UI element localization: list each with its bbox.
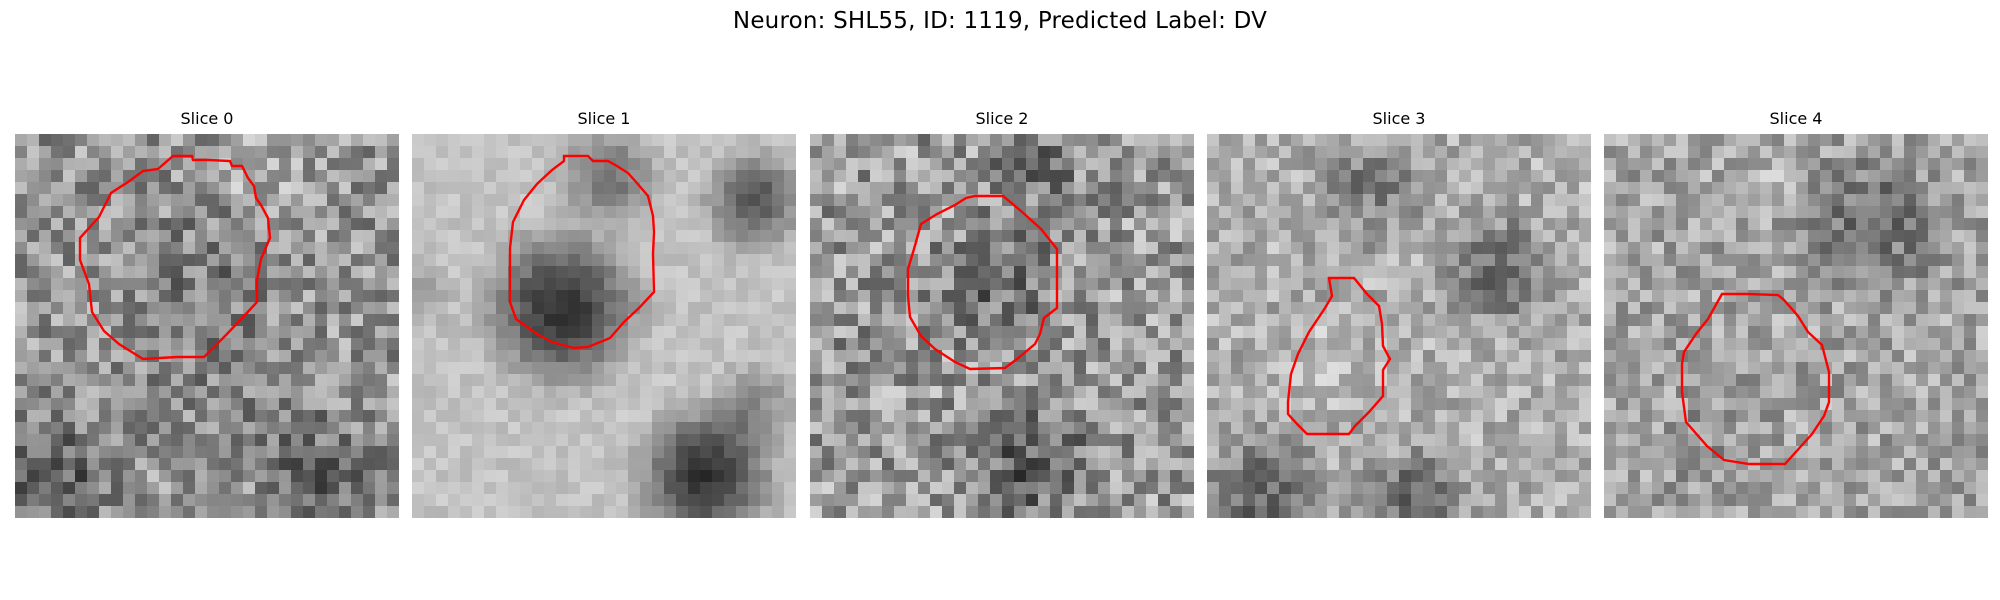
slice-title-1: Slice 1 [577,109,631,128]
slice-panel-0: Slice 0 [15,108,399,518]
slice-panel-2: Slice 2 [810,108,1194,518]
slice-grayscale-image-1 [412,134,796,518]
roi-contour-3 [1286,276,1392,436]
slice-panel-1: Slice 1 [412,108,796,518]
slice-image-2 [810,134,1194,518]
slice-image-4 [1604,134,1988,518]
roi-contour-0 [78,154,272,361]
slice-grayscale-image-2 [810,134,1194,518]
slice-grayscale-image-3 [1207,134,1591,518]
slice-title-2: Slice 2 [975,109,1029,128]
slice-image-1 [412,134,796,518]
slice-panel-4: Slice 4 [1604,108,1988,518]
slice-panel-3: Slice 3 [1207,108,1591,518]
slice-title-4: Slice 4 [1769,109,1823,128]
slice-grayscale-image-0 [15,134,399,518]
figure-title: Neuron: SHL55, ID: 1119, Predicted Label… [732,8,1268,34]
slice-title-0: Slice 0 [180,109,234,128]
slice-grayscale-image-4 [1604,134,1988,518]
slice-image-3 [1207,134,1591,518]
roi-contour-1 [508,154,656,350]
slice-image-0 [15,134,399,518]
slice-title-3: Slice 3 [1372,109,1426,128]
roi-contour-2 [906,194,1059,371]
roi-contour-4 [1680,292,1831,466]
